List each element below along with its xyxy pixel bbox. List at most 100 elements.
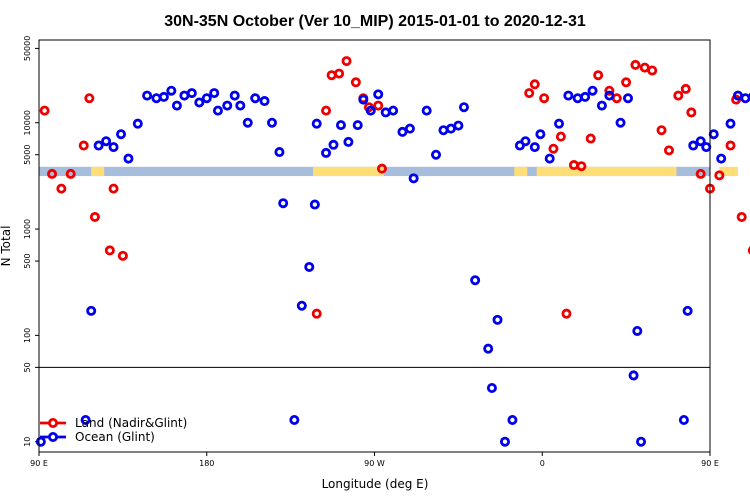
land-point xyxy=(341,56,352,67)
land-point xyxy=(529,79,540,90)
legend-label: Land (Nadir&Glint) xyxy=(75,416,187,430)
ocean-point xyxy=(171,100,182,111)
land-point xyxy=(311,308,322,319)
ocean-point xyxy=(682,305,693,316)
plot-frame xyxy=(38,39,711,453)
ocean-point xyxy=(688,140,699,151)
ocean-point xyxy=(352,120,363,131)
ocean-point xyxy=(678,414,689,425)
ocean-point xyxy=(365,105,376,116)
y-axis-title: N Total xyxy=(0,226,13,267)
ocean-point xyxy=(388,105,399,116)
land-point xyxy=(593,70,604,81)
ocean-point xyxy=(80,414,91,425)
land-point xyxy=(539,93,550,104)
ocean-point xyxy=(632,325,643,336)
land-point xyxy=(647,65,658,76)
ocean-point xyxy=(158,91,169,102)
series-ocean xyxy=(35,85,750,447)
ocean-point xyxy=(166,85,177,96)
band-land-segment xyxy=(91,166,105,177)
ocean-point xyxy=(186,88,197,99)
y-tick-label: 100 xyxy=(23,328,32,343)
ocean-point xyxy=(507,414,518,425)
y-tick-label: 50000 xyxy=(23,36,32,61)
land-point xyxy=(568,160,579,171)
chart-title: 30N-35N October (Ver 10_MIP) 2015-01-01 … xyxy=(164,13,586,30)
ocean-point xyxy=(604,90,615,101)
x-axis: 90 E 180 90 W 0 90 E xyxy=(30,452,719,468)
ocean-point xyxy=(695,136,706,147)
ocean-point xyxy=(274,147,285,158)
ocean-point xyxy=(328,139,339,150)
y-tick-label: 1000 xyxy=(23,219,32,239)
land-point xyxy=(376,163,387,174)
ocean-point xyxy=(453,120,464,131)
landmask-band xyxy=(39,166,738,177)
land-point xyxy=(725,140,736,151)
ocean-point xyxy=(535,129,546,140)
ocean-point xyxy=(438,125,449,136)
land-point xyxy=(524,88,535,99)
land-point xyxy=(561,308,572,319)
ocean-point xyxy=(492,314,503,325)
ocean-point xyxy=(101,136,112,147)
ocean-point xyxy=(587,85,598,96)
ocean-point xyxy=(250,93,261,104)
ocean-point xyxy=(572,93,583,104)
land-point xyxy=(604,85,615,96)
ocean-point xyxy=(304,261,315,272)
ocean-point xyxy=(358,94,369,105)
legend-marker xyxy=(48,431,59,442)
ocean-point xyxy=(404,123,415,134)
ocean-point xyxy=(708,129,719,140)
band-land-segment xyxy=(312,166,384,177)
ocean-point xyxy=(499,436,510,447)
x-tick-label: 90 W xyxy=(364,459,385,468)
ocean-point xyxy=(563,90,574,101)
ocean-point xyxy=(636,436,647,447)
legend-label: Ocean (Glint) xyxy=(75,430,155,444)
series-land xyxy=(39,56,750,319)
land-point xyxy=(108,183,119,194)
land-point xyxy=(663,145,674,156)
land-point xyxy=(104,245,115,256)
land-point xyxy=(680,83,691,94)
ocean-point xyxy=(296,300,307,311)
land-point xyxy=(555,131,566,142)
ocean-point xyxy=(747,92,750,101)
ocean-point xyxy=(194,97,205,108)
y-tick-label: 5000 xyxy=(23,145,32,165)
ocean-point xyxy=(622,93,633,104)
ocean-point xyxy=(259,96,270,107)
land-point xyxy=(326,70,337,81)
x-tick-label: 180 xyxy=(199,459,214,468)
band-land-segment xyxy=(514,166,528,177)
ocean-point xyxy=(123,153,134,164)
ocean-point xyxy=(242,117,253,128)
ocean-point xyxy=(132,118,143,129)
legend-marker xyxy=(48,417,59,428)
land-point xyxy=(630,59,641,70)
ocean-point xyxy=(431,149,442,160)
land-point xyxy=(321,105,332,116)
ocean-point xyxy=(235,100,246,111)
ocean-point xyxy=(151,93,162,104)
ocean-point xyxy=(408,173,419,184)
ocean-point xyxy=(335,120,346,131)
land-point xyxy=(714,170,725,181)
ocean-point xyxy=(229,90,240,101)
y-tick-label: 500 xyxy=(23,253,32,268)
land-point xyxy=(84,93,95,104)
y-tick-label: 10 xyxy=(23,437,32,447)
x-axis-title: Longitude (deg E) xyxy=(322,477,429,491)
ocean-point xyxy=(520,136,531,147)
land-point xyxy=(656,125,667,136)
ocean-point xyxy=(116,129,127,140)
ocean-point xyxy=(596,100,607,111)
ocean-point xyxy=(458,102,469,113)
ocean-point xyxy=(554,118,565,129)
land-point xyxy=(576,161,587,172)
land-point xyxy=(350,77,361,88)
